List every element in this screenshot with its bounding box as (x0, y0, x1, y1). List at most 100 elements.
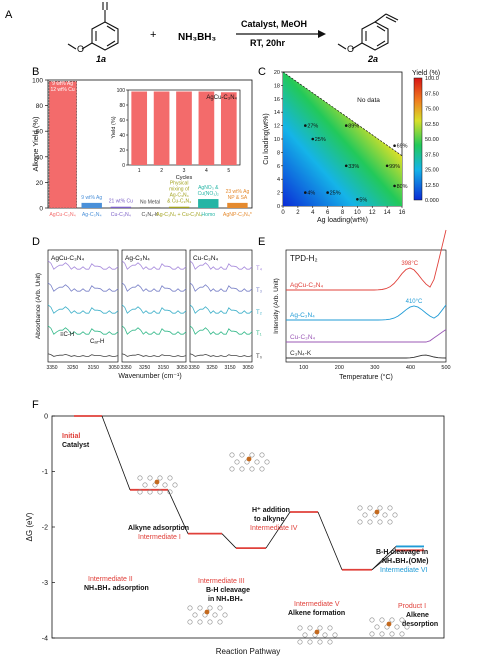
reagent-label: NH₃BH₃ (178, 32, 217, 43)
f-label-11: Intermediate IV (250, 525, 298, 532)
c-heat-surface (283, 72, 402, 206)
d-xtick-label-0-2: 3150 (88, 365, 99, 371)
panel-f-energy: 0 -1 -2 -3 -4 ΔG (eV) Reaction Pathway Initial C… (25, 414, 445, 656)
e-frame (285, 249, 447, 363)
b-ytick-label-5: 100 (32, 78, 43, 85)
f-frame (51, 415, 445, 639)
e-xtick-label-3: 400 (406, 365, 415, 371)
f-label-8: in NH₃BH₃ (208, 596, 243, 603)
d-trace-0-4 (47, 353, 119, 357)
f-thumb-ring-5-1-0 (374, 624, 380, 630)
c-colorbar-tick-0: 0.000 (425, 198, 439, 204)
c-colorbar-label: Yield (%) (412, 70, 440, 77)
f-thumb-ring-5-2-1 (379, 631, 385, 637)
c-point-5 (304, 191, 307, 194)
c-xtick-label-1: 2 (296, 210, 300, 216)
f-thumb-ring-2-1-2 (382, 512, 388, 518)
d-trace-1-1 (121, 282, 187, 292)
c-ytick-label-0: 0 (277, 204, 280, 210)
f-thumb-ring-4-1-0 (302, 632, 308, 638)
b-ytick-label-2: 40 (36, 154, 44, 161)
f-structure-thumb-5 (369, 617, 410, 637)
d-series-label-0: T₄ (256, 266, 263, 272)
c-point-label-3: 33% (348, 164, 359, 170)
f-thumb-ring-2-0-1 (367, 505, 373, 511)
f-label-1: Catalyst (62, 442, 90, 449)
d-trace-2-1 (189, 282, 253, 292)
b-inset-xtick-label-1: 2 (160, 168, 163, 174)
c-point-3 (344, 164, 348, 168)
e-peak-label-0: 398°C (401, 261, 418, 267)
c-point-label-5: 4% (307, 191, 315, 197)
f-thumb-atom-1 (246, 456, 252, 462)
c-colorbar (413, 77, 423, 201)
f-label-0: Initial (62, 433, 80, 440)
b-inset-ytick-label-3: 60 (119, 118, 125, 124)
e-trace-0 (286, 229, 447, 291)
b-bar-3 (139, 207, 161, 208)
d-subplot-title-1: Ag-C₃N₄ (125, 255, 150, 262)
f-thumb-ring-5-0-0 (369, 617, 375, 623)
f-thumb-ring-1-1-0 (234, 459, 240, 465)
e-trace-3 (286, 354, 447, 359)
b-inset-bar-0 (131, 91, 148, 165)
f-label-4: Intermediate II (88, 576, 133, 583)
c-xtick-label-2: 4 (311, 210, 315, 216)
f-thumb-ring-3-2-2 (207, 619, 213, 625)
b-inset-ytick-label-0: 0 (122, 163, 125, 169)
f-thumb-ring-1-0-0 (229, 452, 235, 458)
b-annotation-3-line-0: No Metal (140, 199, 160, 205)
f-structure-thumb-4 (297, 625, 338, 645)
e-series-label-3: C₃N₄-K (290, 350, 312, 357)
panel-letter-d: D (32, 236, 40, 248)
f-label-12: Intermediate V (294, 601, 340, 608)
f-thumb-ring-1-2-1 (239, 466, 245, 472)
f-thumb-ring-4-2-1 (307, 639, 313, 645)
c-point-9 (356, 198, 359, 201)
c-xlabel: Ag loading(wt%) (317, 217, 368, 224)
f-ytick-label-1: -1 (42, 469, 48, 476)
f-thumb-ring-0-0-0 (137, 475, 143, 481)
panel-letter-b: B (32, 66, 39, 78)
b-inset-ytick-label-2: 40 (119, 133, 125, 139)
b-annotation-0-line-0: 9 wt% Ag (52, 81, 73, 87)
c-point-6 (385, 164, 389, 168)
c-xtick-label-4: 8 (341, 210, 345, 216)
c-point-label-9: 5% (359, 197, 367, 203)
c-xtick-label-7: 14 (384, 210, 391, 216)
b-annotation-4-line-2: Ag-C₃N₄ (170, 193, 189, 199)
methoxy-o-reactant: O (77, 44, 84, 54)
f-connector-4 (265, 511, 291, 549)
f-thumb-ring-3-2-0 (187, 619, 193, 625)
f-thumb-ring-5-1-3 (404, 624, 410, 630)
f-thumb-ring-0-0-2 (157, 475, 163, 481)
f-thumb-ring-4-0-3 (327, 625, 333, 631)
conditions-bottom: RT, 20hr (250, 38, 286, 48)
c-ytick-label-1: 2 (277, 191, 280, 197)
b-xtick-label-0: AgCu-C₃N₄ (49, 212, 75, 218)
f-thumb-atom-2 (374, 509, 380, 515)
f-connector-6 (371, 546, 397, 571)
f-thumb-ring-5-0-1 (379, 617, 385, 623)
b-annotation-6-line-0: 23 wt% Ag (226, 189, 250, 195)
f-thumb-ring-5-2-3 (399, 631, 405, 637)
f-thumb-ring-5-0-2 (389, 617, 395, 623)
b-inset-ytick-label-1: 20 (119, 148, 125, 154)
f-connector-3 (221, 533, 237, 549)
b-annotation-0-line-1: 12 wt% Cu (50, 87, 74, 93)
c-ytick-label-8: 16 (274, 97, 280, 103)
c-point-label-4: 25% (330, 191, 341, 197)
f-thumb-ring-3-1-3 (222, 612, 228, 618)
d-annotation-1: Cₐᵣ-H (90, 339, 104, 345)
b-inset-xtick-label-4: 5 (227, 168, 230, 174)
b-xtick-label-5: Homo (201, 212, 215, 218)
c-point-label-1: 25% (315, 137, 326, 143)
f-thumb-ring-5-2-2 (389, 631, 395, 637)
panel-letter-e: E (258, 236, 265, 248)
d-series-label-3: T₁ (256, 331, 262, 337)
c-colorbar-tick-3: 37.50 (425, 152, 439, 158)
f-structure-thumb-2 (357, 505, 398, 525)
c-ytick-label-4: 8 (277, 150, 280, 156)
f-thumb-ring-4-2-3 (327, 639, 333, 645)
